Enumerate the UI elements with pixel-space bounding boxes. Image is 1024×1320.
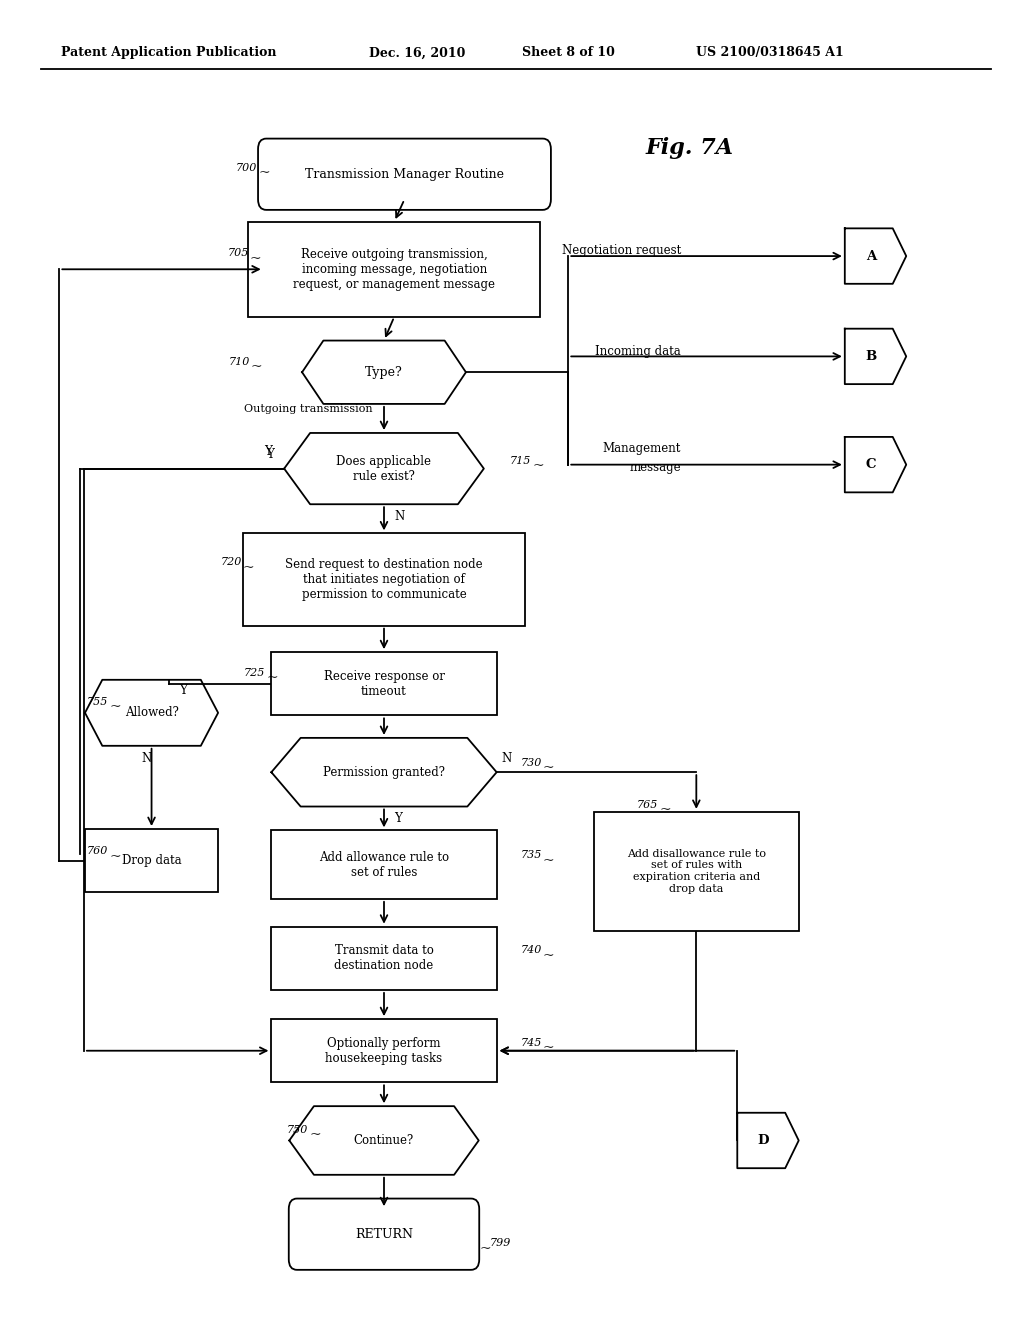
Text: 740: 740	[520, 945, 542, 956]
Text: 720: 720	[220, 557, 242, 568]
Text: Continue?: Continue?	[354, 1134, 414, 1147]
Polygon shape	[289, 1106, 479, 1175]
Text: Send request to destination node
that initiates negotiation of
permission to com: Send request to destination node that in…	[286, 558, 482, 601]
Polygon shape	[302, 341, 466, 404]
Text: 705: 705	[227, 248, 249, 259]
Text: Patent Application Publication: Patent Application Publication	[61, 46, 276, 59]
FancyBboxPatch shape	[258, 139, 551, 210]
Text: Management: Management	[602, 442, 681, 455]
Text: ~: ~	[543, 1041, 554, 1055]
Text: RETURN: RETURN	[355, 1228, 413, 1241]
Text: Permission granted?: Permission granted?	[323, 766, 445, 779]
Text: D: D	[758, 1134, 769, 1147]
Text: Optionally perform
housekeeping tasks: Optionally perform housekeeping tasks	[326, 1036, 442, 1065]
Text: ~: ~	[251, 360, 262, 374]
Text: 799: 799	[489, 1238, 511, 1249]
Text: Receive response or
timeout: Receive response or timeout	[324, 669, 444, 698]
Text: 730: 730	[520, 758, 542, 768]
Text: message: message	[630, 461, 681, 474]
Polygon shape	[284, 433, 484, 504]
Bar	[271, 927, 497, 990]
Text: Fig. 7A: Fig. 7A	[645, 137, 733, 158]
Text: B: B	[865, 350, 877, 363]
Text: ~: ~	[659, 804, 671, 817]
Text: ~: ~	[243, 561, 254, 574]
Text: 710: 710	[228, 356, 250, 367]
Text: 735: 735	[520, 850, 542, 861]
Bar	[271, 830, 497, 899]
Polygon shape	[845, 437, 906, 492]
Text: Incoming data: Incoming data	[595, 345, 681, 358]
Polygon shape	[85, 680, 218, 746]
Bar	[594, 812, 799, 931]
Text: ~: ~	[258, 166, 269, 180]
Text: Y: Y	[179, 684, 187, 697]
Text: Does applicable
rule exist?: Does applicable rule exist?	[337, 454, 431, 483]
Bar	[249, 222, 541, 317]
Text: ~: ~	[543, 949, 554, 962]
Text: ~: ~	[250, 252, 261, 265]
Text: 765: 765	[637, 800, 658, 810]
Text: Transmission Manager Routine: Transmission Manager Routine	[305, 168, 504, 181]
Text: Dec. 16, 2010: Dec. 16, 2010	[369, 46, 465, 59]
Text: Y: Y	[263, 445, 271, 458]
Text: 750: 750	[287, 1125, 308, 1135]
Text: ~: ~	[543, 854, 554, 867]
Text: ~: ~	[266, 672, 278, 685]
Text: 715: 715	[510, 455, 531, 466]
FancyBboxPatch shape	[289, 1199, 479, 1270]
Text: Receive outgoing transmission,
incoming message, negotiation
request, or managem: Receive outgoing transmission, incoming …	[293, 248, 496, 290]
Text: Allowed?: Allowed?	[125, 706, 178, 719]
Bar	[271, 1019, 497, 1082]
Text: Y: Y	[265, 447, 273, 461]
Text: Drop data: Drop data	[122, 854, 181, 867]
Text: ~: ~	[309, 1129, 321, 1142]
Text: ~: ~	[110, 850, 121, 863]
Bar	[271, 652, 497, 715]
Text: US 2100/0318645 A1: US 2100/0318645 A1	[696, 46, 844, 59]
Text: A: A	[866, 249, 877, 263]
Text: 725: 725	[244, 668, 265, 678]
Text: ~: ~	[543, 762, 554, 775]
Text: N: N	[502, 751, 512, 764]
Text: Sheet 8 of 10: Sheet 8 of 10	[522, 46, 615, 59]
Text: 700: 700	[236, 162, 257, 173]
Text: N: N	[394, 510, 404, 523]
Polygon shape	[845, 228, 906, 284]
Text: ~: ~	[479, 1242, 490, 1255]
Text: Type?: Type?	[366, 366, 402, 379]
Text: Add disallowance rule to
set of rules with
expiration criteria and
drop data: Add disallowance rule to set of rules wi…	[627, 849, 766, 894]
Text: Outgoing transmission: Outgoing transmission	[244, 404, 373, 414]
Text: 760: 760	[87, 846, 109, 857]
Text: 755: 755	[87, 697, 109, 708]
Text: Y: Y	[394, 812, 402, 825]
Polygon shape	[845, 329, 906, 384]
Text: 745: 745	[520, 1038, 542, 1048]
Text: ~: ~	[110, 701, 121, 714]
Bar	[244, 533, 524, 626]
Text: Transmit data to
destination node: Transmit data to destination node	[335, 944, 433, 973]
Polygon shape	[737, 1113, 799, 1168]
Text: ~: ~	[532, 459, 544, 473]
Bar	[85, 829, 218, 892]
Polygon shape	[271, 738, 497, 807]
Text: Add allowance rule to
set of rules: Add allowance rule to set of rules	[318, 850, 450, 879]
Text: Negotiation request: Negotiation request	[562, 244, 681, 257]
Text: C: C	[865, 458, 877, 471]
Text: N: N	[141, 751, 152, 764]
